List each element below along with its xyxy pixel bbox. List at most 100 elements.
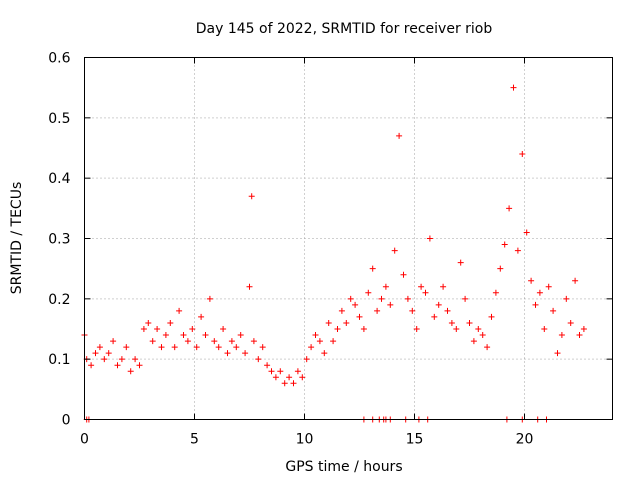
y-tick-label: 0.5 [48,111,70,127]
data-point [431,313,438,320]
data-point [466,319,473,326]
data-point [277,368,284,375]
data-point [519,151,526,158]
data-point [545,283,552,290]
data-point [418,283,425,290]
grid-layer [84,57,613,420]
data-point [409,307,416,314]
data-point [250,338,257,345]
data-point [281,380,288,387]
data-point [171,344,178,351]
data-point [378,295,385,302]
data-point [338,307,345,314]
points-layer [81,84,587,423]
data-point [96,344,103,351]
ticks-layer: 0 0.1 0.2 0.3 0.4 0.5 0.6 0 5 10 15 20 [48,51,613,448]
data-point [501,241,508,248]
data-point [259,344,266,351]
data-point [198,313,205,320]
data-point [356,313,363,320]
data-point [224,350,231,357]
data-point [272,374,279,381]
data-point [400,271,407,278]
data-point [444,307,451,314]
data-point [396,132,403,139]
data-point [462,295,469,302]
data-point [506,205,513,212]
data-point [248,193,255,200]
data-point [435,301,442,308]
data-point [484,344,491,351]
data-point [246,283,253,290]
data-point [404,295,411,302]
y-axis-label: SRMTID / TECUs [9,182,25,295]
data-point [303,356,310,363]
x-tick-label: 15 [406,432,424,448]
data-point [312,332,319,339]
data-point [457,259,464,266]
data-point [286,374,293,381]
data-point [352,301,359,308]
y-tick-label: 0.1 [48,352,70,368]
data-point [576,332,583,339]
y-tick-label: 0.6 [48,51,70,67]
data-point [220,326,227,332]
data-point [114,362,121,369]
data-point [347,295,354,302]
data-point [140,326,147,332]
data-point [479,332,486,339]
data-point [497,265,504,272]
data-point [105,350,112,357]
data-point [136,362,143,369]
data-point [162,332,169,339]
data-point [369,265,376,272]
data-point [149,338,156,345]
data-point [202,332,209,339]
data-point [88,362,95,369]
data-point [180,332,187,339]
data-point [523,229,530,236]
data-point [580,326,587,332]
y-tick-label: 0.4 [48,171,70,187]
data-point [154,326,161,332]
data-point [374,307,381,314]
data-point [510,84,517,91]
data-point [453,326,460,332]
data-point [470,338,477,345]
data-point [558,332,565,339]
data-point [514,247,521,254]
data-point [193,344,200,351]
data-point [184,338,191,345]
data-point [360,326,367,332]
data-point [101,356,108,363]
data-point [158,344,165,351]
data-point [233,344,240,351]
data-point [334,326,341,332]
data-point [189,326,196,332]
data-point [255,356,262,363]
data-point [215,344,222,351]
data-point [563,295,570,302]
chart-title: Day 145 of 2022, SRMTID for receiver rio… [196,21,493,37]
data-point [413,326,420,332]
data-point [167,319,174,326]
data-point [382,283,389,290]
data-point [488,313,495,320]
x-axis-label: GPS time / hours [285,459,402,475]
data-point [132,356,139,363]
y-tick-label: 0 [62,413,71,429]
data-point [237,332,244,339]
data-point [92,350,99,357]
data-point [567,319,574,326]
data-point [391,247,398,254]
data-point [541,326,548,332]
data-point [145,319,152,326]
data-point [492,289,499,296]
data-point [110,338,117,345]
data-point [268,368,275,375]
x-tick-label: 20 [516,432,534,448]
x-tick-label: 0 [80,432,89,448]
data-point [475,326,482,332]
data-point [550,307,557,314]
